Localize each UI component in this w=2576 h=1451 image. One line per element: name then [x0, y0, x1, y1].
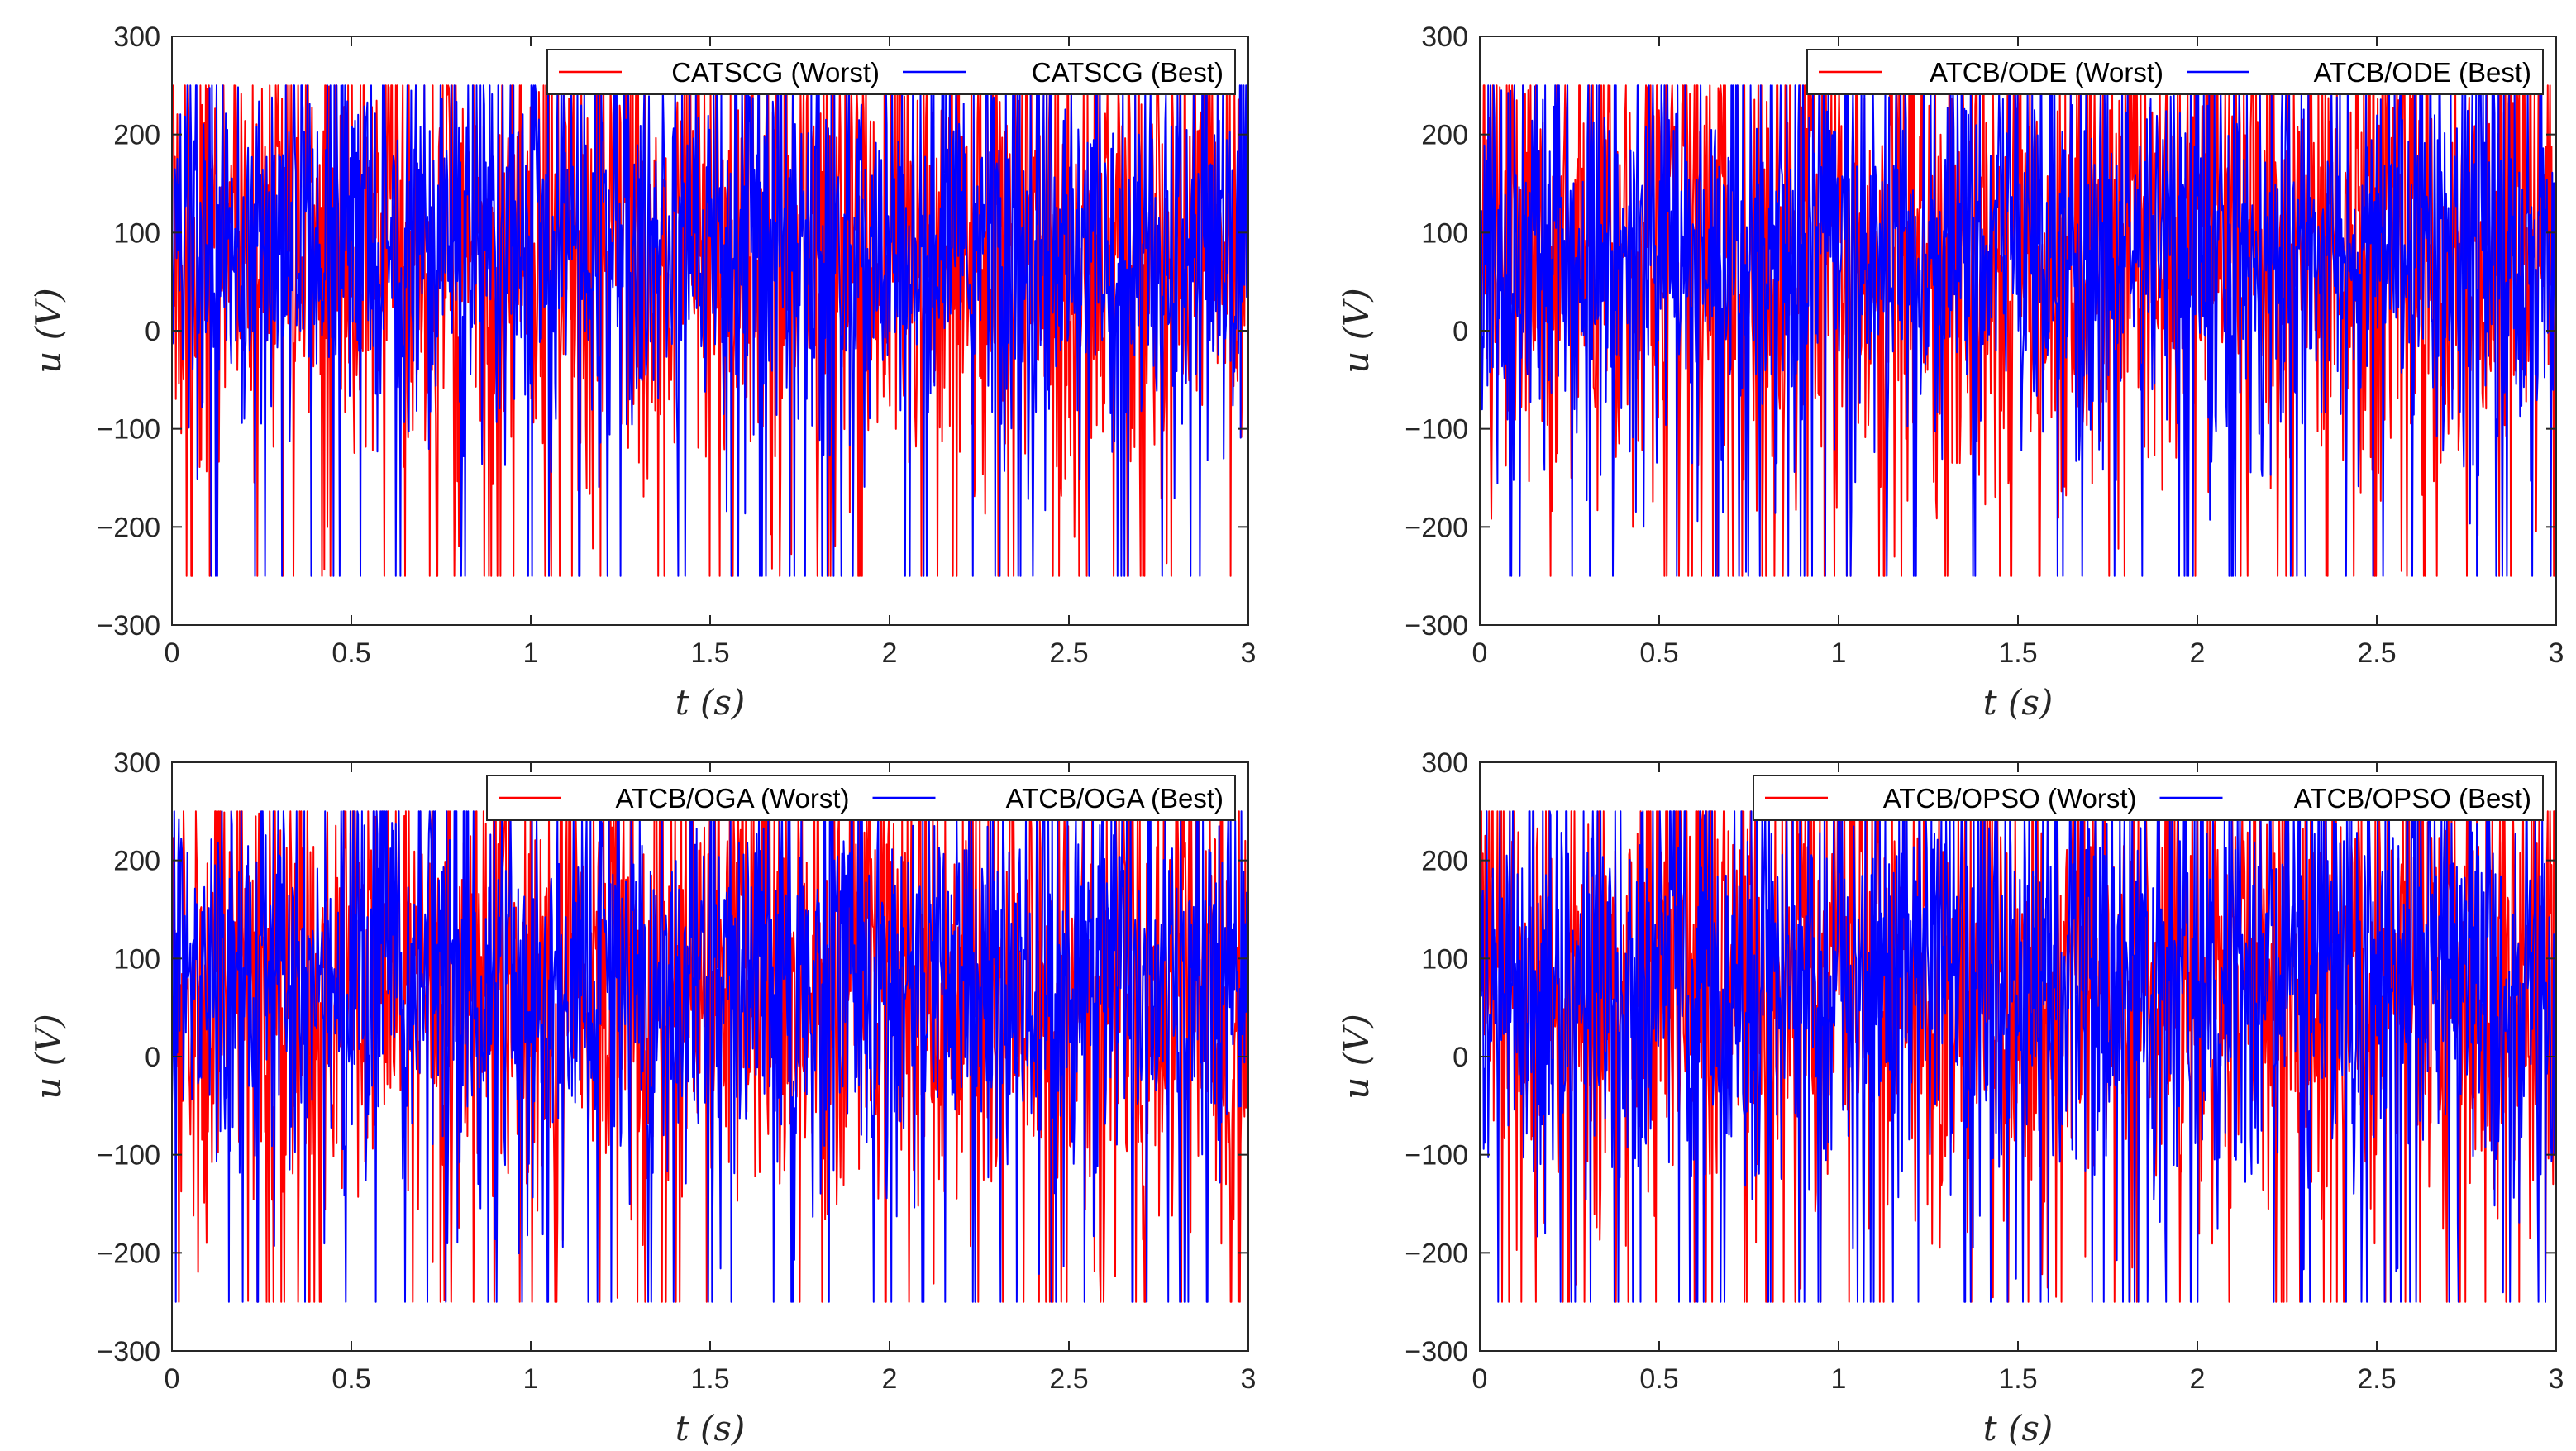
- subplot-2: 0 0.5 1 1.5 2 2.5 3 300 200 100 0 −100 −200 −300 t (s)…: [1336, 21, 2564, 723]
- x-tick-label: 2: [2190, 637, 2206, 669]
- y-tick-label: 0: [1453, 1042, 1468, 1073]
- x-tick-label: 0.5: [332, 1363, 370, 1395]
- y-tick-label: 100: [1421, 217, 1468, 249]
- x-axis-label: t (s): [1983, 682, 2054, 723]
- x-tick-label: 3: [2549, 637, 2564, 669]
- y-tick-label: −100: [97, 1140, 160, 1172]
- subplot-1: 0 0.5 1 1.5 2 2.5 3 300 200 100 0 −100 −200 −300 t (s)…: [28, 21, 1256, 723]
- legend: ATCB/OPSO (Worst) ATCB/OPSO (Best): [1753, 775, 2544, 821]
- y-tick-label: −300: [1405, 610, 1468, 642]
- y-tick-label: 100: [1421, 943, 1468, 975]
- x-tick-label: 1: [1831, 637, 1847, 669]
- series-line-worst: [172, 84, 1248, 577]
- y-tick-label: 200: [113, 120, 160, 151]
- y-tick-label: 0: [145, 1042, 160, 1073]
- subplot-4: 0 0.5 1 1.5 2 2.5 3 300 200 100 0 −100 −200 −300 t (s)…: [1336, 747, 2564, 1449]
- x-tick-label: 0.5: [1639, 637, 1678, 669]
- x-tick-label: 2: [2190, 1363, 2206, 1395]
- y-tick-label: −300: [1405, 1336, 1468, 1367]
- y-tick-label: 200: [113, 846, 160, 877]
- x-tick-label: 0.5: [1639, 1363, 1678, 1395]
- x-tick-label: 2: [882, 1363, 898, 1395]
- x-axis-label: t (s): [1983, 1408, 2054, 1449]
- x-tick-label: 1: [1831, 1363, 1847, 1395]
- subplot-3: 0 0.5 1 1.5 2 2.5 3 300 200 100 0 −100 −200 −300 t (s)…: [28, 747, 1256, 1449]
- x-tick-label: 1: [523, 637, 539, 669]
- x-tick-label: 0: [165, 1363, 180, 1395]
- x-tick-label: 3: [1241, 1363, 1257, 1395]
- y-tick-label: −200: [1405, 512, 1468, 543]
- legend: CATSCG (Worst) CATSCG (Best): [546, 49, 1236, 95]
- y-axis-label: u (V): [28, 1014, 69, 1100]
- x-tick-label: 2.5: [1049, 1363, 1088, 1395]
- series-line-best: [172, 810, 1248, 1303]
- x-tick-label: 1: [523, 1363, 539, 1395]
- x-tick-label: 2.5: [2357, 637, 2396, 669]
- x-tick-label: 1.5: [1998, 1363, 2037, 1395]
- y-tick-label: 300: [113, 747, 160, 779]
- y-axis-label: u (V): [1336, 288, 1376, 374]
- y-tick-label: −200: [97, 512, 160, 543]
- y-tick-label: 100: [113, 943, 160, 975]
- y-tick-label: 300: [1421, 747, 1468, 779]
- series-line-best: [1480, 84, 2556, 577]
- legend-box: [1753, 775, 2544, 821]
- legend-label: ATCB/OPSO (Best): [2294, 783, 2531, 814]
- x-axis-label: t (s): [675, 682, 746, 723]
- legend-label: ATCB/OGA (Worst): [616, 783, 850, 814]
- x-tick-label: 0.5: [332, 637, 370, 669]
- legend-label: CATSCG (Worst): [671, 57, 880, 88]
- y-tick-label: −100: [1405, 1140, 1468, 1172]
- y-tick-label: 0: [145, 316, 160, 347]
- y-tick-label: 200: [1421, 846, 1468, 877]
- legend: ATCB/ODE (Worst) ATCB/ODE (Best): [1806, 49, 2544, 95]
- legend-label: ATCB/OPSO (Worst): [1883, 783, 2137, 814]
- x-axis-label: t (s): [675, 1408, 746, 1449]
- y-tick-label: −300: [97, 610, 160, 642]
- x-tick-label: 1.5: [690, 637, 729, 669]
- series-line-best: [1480, 810, 2556, 1303]
- y-tick-label: 300: [1421, 21, 1468, 53]
- y-axis-label: u (V): [1336, 1014, 1376, 1100]
- y-tick-label: −100: [97, 414, 160, 446]
- legend-label: ATCB/OGA (Best): [1006, 783, 1224, 814]
- x-tick-label: 3: [2549, 1363, 2564, 1395]
- y-tick-label: 200: [1421, 120, 1468, 151]
- legend-box: [486, 775, 1236, 821]
- y-tick-label: −100: [1405, 414, 1468, 446]
- legend: ATCB/OGA (Worst) ATCB/OGA (Best): [486, 775, 1236, 821]
- x-tick-label: 1.5: [1998, 637, 2037, 669]
- legend-label: CATSCG (Best): [1032, 57, 1224, 88]
- x-tick-label: 0: [1472, 1363, 1488, 1395]
- x-tick-label: 0: [165, 637, 180, 669]
- legend-label: ATCB/ODE (Worst): [1930, 57, 2163, 88]
- y-tick-label: 300: [113, 21, 160, 53]
- y-tick-label: −200: [1405, 1238, 1468, 1269]
- x-tick-label: 0: [1472, 637, 1488, 669]
- x-tick-label: 1.5: [690, 1363, 729, 1395]
- y-tick-label: 0: [1453, 316, 1468, 347]
- y-axis-label: u (V): [28, 288, 69, 374]
- y-tick-label: −200: [97, 1238, 160, 1269]
- legend-box: [1806, 49, 2544, 95]
- series-line-best: [172, 84, 1248, 577]
- legend-box: [546, 49, 1236, 95]
- legend-label: ATCB/ODE (Best): [2314, 57, 2531, 88]
- x-tick-label: 2.5: [2357, 1363, 2396, 1395]
- x-tick-label: 2: [882, 637, 898, 669]
- y-tick-label: 100: [113, 217, 160, 249]
- x-tick-label: 3: [1241, 637, 1257, 669]
- y-tick-label: −300: [97, 1336, 160, 1367]
- x-tick-label: 2.5: [1049, 637, 1088, 669]
